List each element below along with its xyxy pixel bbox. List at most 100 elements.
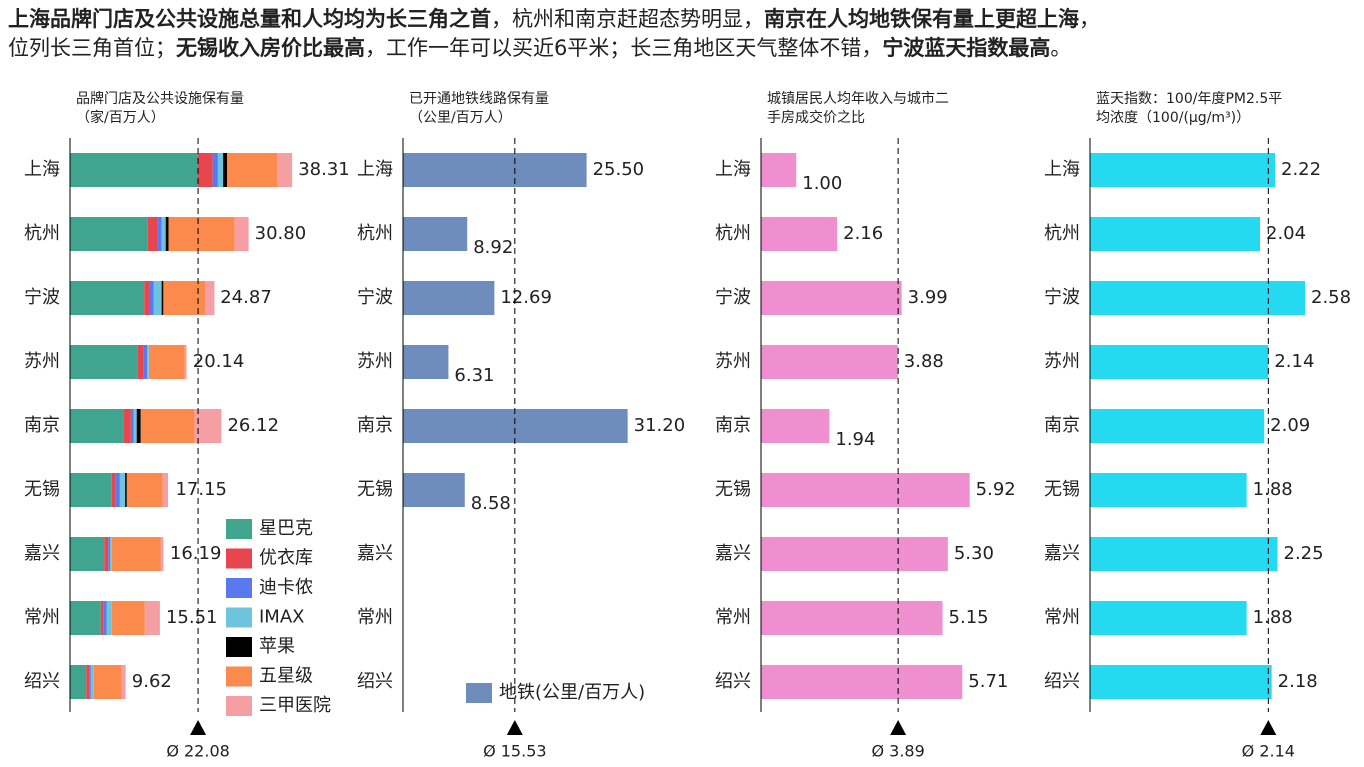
category-label: 上海 <box>715 159 751 180</box>
category-label: 绍兴 <box>24 671 60 692</box>
legend-swatch <box>226 696 252 716</box>
total-label: 38.31 <box>298 159 350 180</box>
average-label: Ø 2.14 <box>1242 742 1295 761</box>
bar-segment <box>153 281 162 315</box>
bar-segment <box>162 473 169 507</box>
bar-segment <box>212 153 218 187</box>
category-label: 苏州 <box>715 351 751 372</box>
panel-title: 已开通地铁线路保有量 <box>409 91 549 107</box>
category-label: 南京 <box>357 415 393 436</box>
category-label: 宁波 <box>715 287 751 308</box>
value-label: 25.50 <box>593 159 645 180</box>
title-segment: ， <box>1079 7 1100 31</box>
bar-segment <box>147 345 149 379</box>
legend-swatch <box>226 578 252 598</box>
title-segment: 位列长三角首位； <box>8 36 176 60</box>
bar-segment <box>70 537 105 571</box>
total-label: 16.19 <box>170 543 222 564</box>
bar-segment <box>110 537 112 571</box>
bar-segment <box>89 665 91 699</box>
bar-segment <box>119 473 126 507</box>
category-label: 嘉兴 <box>357 543 393 564</box>
category-label: 杭州 <box>1044 223 1080 244</box>
bar <box>761 473 970 507</box>
bar-segment <box>205 281 215 315</box>
panel-title: （家/百万人） <box>76 109 165 126</box>
bar-segment <box>108 537 111 571</box>
value-label: 2.04 <box>1266 223 1306 244</box>
title-segment: ，工作一年可以买近6平米；长三角地区天气整体不错， <box>365 36 882 60</box>
bar-segment <box>70 665 87 699</box>
bar-segment <box>125 473 127 507</box>
bar-segment <box>136 409 141 443</box>
bar-segment <box>137 345 144 379</box>
value-label: 1.00 <box>802 173 842 194</box>
bar-segment <box>115 473 120 507</box>
average-marker <box>1260 720 1277 735</box>
bar-segment <box>111 537 161 571</box>
bar <box>1090 153 1275 187</box>
bar-segment <box>70 153 198 187</box>
legend-swatch <box>226 607 252 628</box>
bar-segment <box>70 281 145 315</box>
bar <box>761 601 943 635</box>
total-label: 17.15 <box>175 479 227 500</box>
category-label: 南京 <box>715 415 751 436</box>
bar-segment <box>148 345 185 379</box>
value-label: 31.20 <box>634 415 686 436</box>
title-segment: ，杭州和南京赶超态势明显， <box>491 7 764 31</box>
average-label: Ø 22.08 <box>166 742 229 761</box>
bar-segment <box>197 153 213 187</box>
bar <box>761 153 797 187</box>
category-label: 苏州 <box>24 351 60 372</box>
legend-label: 五星级 <box>259 666 313 687</box>
category-label: 常州 <box>715 607 751 628</box>
legend-label: 地铁(公里/百万人) <box>499 682 645 703</box>
category-label: 嘉兴 <box>715 543 751 564</box>
bar-segment <box>194 409 222 443</box>
legend-label: IMAX <box>259 607 304 628</box>
value-label: 5.71 <box>968 671 1008 692</box>
value-label: 2.16 <box>843 223 883 244</box>
bar <box>1090 281 1305 315</box>
category-label: 绍兴 <box>715 671 751 692</box>
bar-segment <box>103 601 107 635</box>
average-label: Ø 3.89 <box>871 742 924 761</box>
bar-segment <box>140 409 195 443</box>
bar-segment <box>126 473 163 507</box>
category-label: 常州 <box>1044 607 1080 628</box>
bar <box>403 217 468 251</box>
value-label: 1.94 <box>835 429 875 450</box>
bar-segment <box>86 665 90 699</box>
title-segment: 。 <box>1050 36 1071 60</box>
bar-segment <box>70 217 148 251</box>
value-label: 5.15 <box>949 607 989 628</box>
category-label: 苏州 <box>1044 351 1080 372</box>
value-label: 2.14 <box>1274 351 1314 372</box>
bar-segment <box>217 153 224 187</box>
bar-segment <box>161 281 164 315</box>
bar <box>761 665 963 699</box>
bar-segment <box>227 153 278 187</box>
panel-title: 品牌门店及公共设施保有量 <box>76 90 244 107</box>
bar-segment <box>70 345 138 379</box>
total-label: 24.87 <box>220 287 272 308</box>
legend-label: 三甲医院 <box>259 695 331 716</box>
total-label: 30.80 <box>255 223 307 244</box>
category-label: 无锡 <box>357 479 393 500</box>
bar-segment <box>106 601 112 635</box>
bar-segment <box>163 281 206 315</box>
value-label: 1.88 <box>1253 607 1293 628</box>
bar-segment <box>277 153 293 187</box>
category-label: 上海 <box>24 159 60 180</box>
total-label: 15.51 <box>166 607 218 628</box>
title-segment: 无锡收入房价比最高 <box>176 36 365 60</box>
bar <box>761 345 898 379</box>
bar <box>403 473 465 507</box>
bar-segment <box>123 409 131 443</box>
panel-title: （公里/百万人） <box>409 110 512 126</box>
value-label: 2.09 <box>1270 415 1310 436</box>
value-label: 5.92 <box>976 479 1016 500</box>
category-label: 杭州 <box>24 223 60 244</box>
bar <box>1090 345 1269 379</box>
